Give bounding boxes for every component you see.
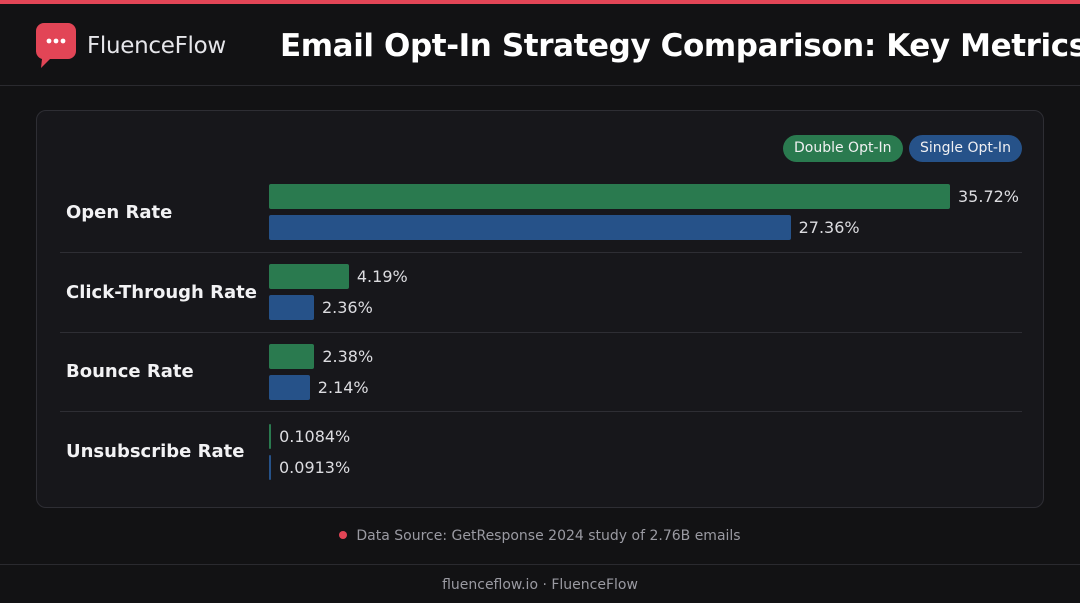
bar-double-bounce-rate xyxy=(269,344,315,369)
chat-bubble-logo-icon xyxy=(36,23,76,68)
metric-row-open-rate: Open Rate 35.72% 27.36% xyxy=(60,173,1022,253)
metric-label: Click-Through Rate xyxy=(66,282,257,303)
bar-single-bounce-rate xyxy=(269,375,310,400)
value-label-single-unsubscribe-rate: 0.0913% xyxy=(279,458,351,477)
bar-single-unsubscribe-rate xyxy=(269,455,271,480)
footer: fluenceflow.io · FluenceFlow xyxy=(0,564,1080,603)
metric-row-unsubscribe-rate: Unsubscribe Rate 0.1084% 0.0913% xyxy=(60,412,1022,492)
row-divider xyxy=(60,252,1022,253)
bar-double-unsubscribe-rate xyxy=(269,424,272,449)
row-divider xyxy=(60,411,1022,412)
bar-double-open-rate xyxy=(269,184,950,209)
brand-name: FluenceFlow xyxy=(87,33,226,59)
row-divider xyxy=(60,332,1022,333)
page-title: Email Opt-In Strategy Comparison: Key Me… xyxy=(280,28,1080,64)
metric-row-click-through-rate: Click-Through Rate 4.19% 2.36% xyxy=(60,253,1022,333)
header: FluenceFlow Email Opt-In Strategy Compar… xyxy=(0,4,1080,86)
chart-card: Double Opt-In Single Opt-In Open Rate 35… xyxy=(36,110,1044,508)
metric-row-bounce-rate: Bounce Rate 2.38% 2.14% xyxy=(60,332,1022,412)
legend-single-opt-in: Single Opt-In xyxy=(909,135,1022,162)
metric-label: Open Rate xyxy=(66,202,173,223)
bar-single-open-rate xyxy=(269,215,791,240)
bar-double-click-through-rate xyxy=(269,264,349,289)
value-label-single-click-through-rate: 2.36% xyxy=(321,298,373,317)
metric-label: Bounce Rate xyxy=(66,361,194,382)
bar-single-click-through-rate xyxy=(269,295,314,320)
value-label-single-open-rate: 27.36% xyxy=(798,218,860,237)
top-accent-bar xyxy=(0,0,1080,4)
source-text: Data Source: GetResponse 2024 study of 2… xyxy=(356,528,741,544)
value-label-double-unsubscribe-rate: 0.1084% xyxy=(279,427,351,446)
value-label-double-click-through-rate: 4.19% xyxy=(356,267,408,286)
metric-label: Unsubscribe Rate xyxy=(66,441,245,462)
value-label-double-open-rate: 35.72% xyxy=(958,187,1020,206)
legend-double-opt-in: Double Opt-In xyxy=(783,135,903,162)
source-dot-icon xyxy=(339,531,348,539)
data-source-note: Data Source: GetResponse 2024 study of 2… xyxy=(0,528,1080,544)
value-label-single-bounce-rate: 2.14% xyxy=(317,378,369,397)
value-label-double-bounce-rate: 2.38% xyxy=(322,347,374,366)
